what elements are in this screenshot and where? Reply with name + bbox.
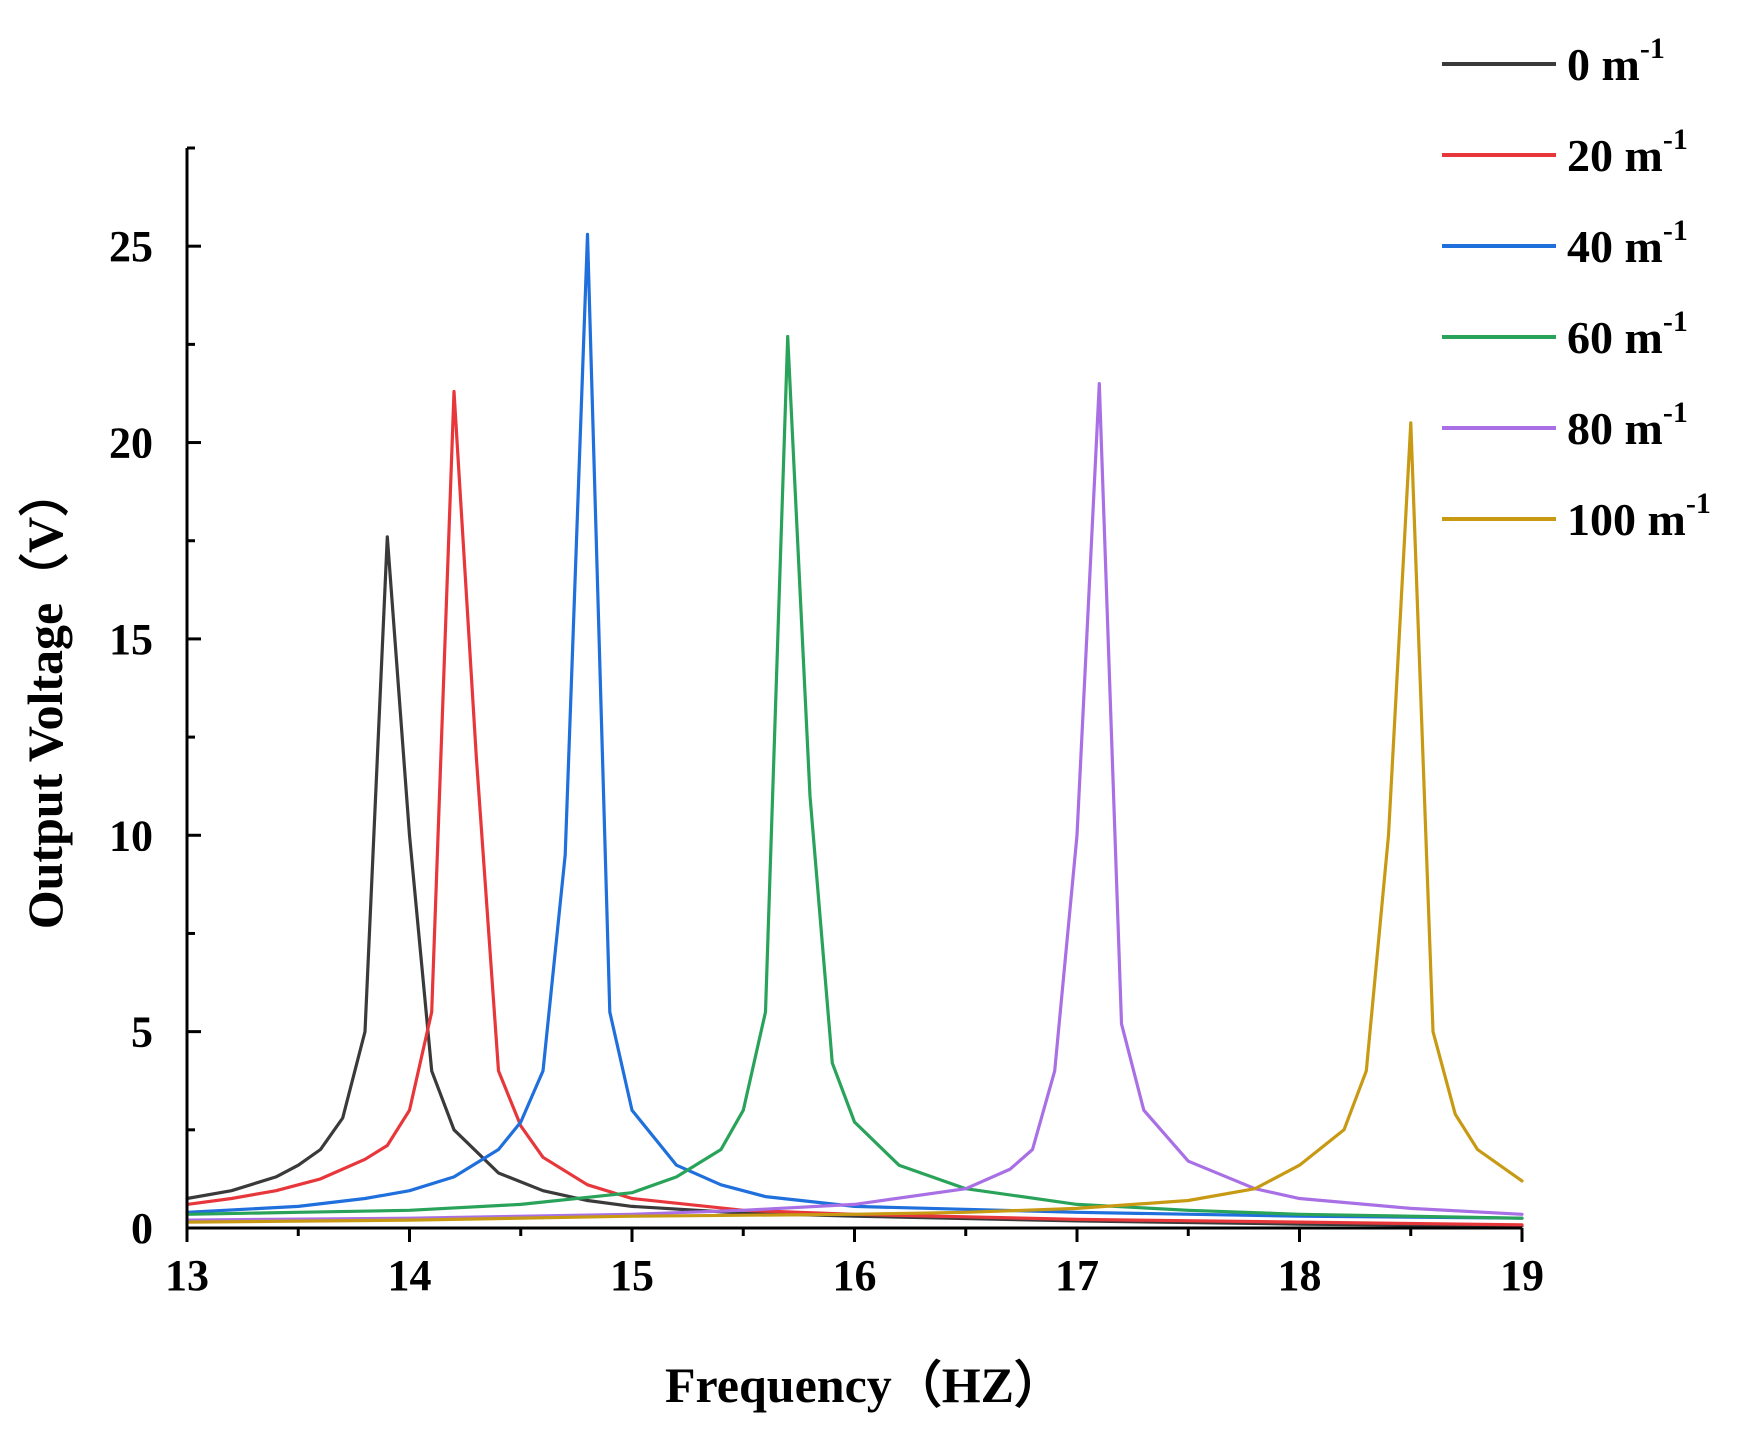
series-line-3 (185, 334, 1524, 1220)
y-tick-label: 10 (109, 811, 153, 860)
y-tick-label: 5 (131, 1008, 153, 1057)
legend-label-5: 100 m-1 (1567, 487, 1711, 545)
x-tick-label: 14 (388, 1251, 432, 1300)
x-tick-label: 16 (833, 1251, 877, 1300)
x-tick-label: 18 (1278, 1251, 1322, 1300)
series-line-4 (185, 382, 1524, 1222)
legend: 0 m-1 20 m-1 40 m-1 60 m-1 80 m-1 100 m-1 (1442, 32, 1711, 545)
legend-label-2: 40 m-1 (1567, 214, 1688, 272)
y-axis-title: Output Voltage（V） (17, 467, 73, 930)
x-tick-label: 13 (165, 1251, 209, 1300)
y-tick-label: 25 (109, 222, 153, 271)
series-line-2 (185, 232, 1524, 1220)
series-line-1 (185, 389, 1524, 1227)
y-tick-label: 15 (109, 615, 153, 664)
y-tick-label: 20 (109, 419, 153, 468)
legend-label-1: 20 m-1 (1567, 123, 1688, 181)
x-tick-label: 15 (610, 1251, 654, 1300)
y-tick-label: 0 (131, 1204, 153, 1253)
x-tick-label: 19 (1500, 1251, 1544, 1300)
x-axis-title: Frequency（HZ） (665, 1357, 1064, 1413)
axes: 13 14 15 16 17 18 19 0 5 10 15 20 25 (109, 146, 1544, 1300)
x-tick-label: 17 (1055, 1251, 1099, 1300)
series-layer (185, 232, 1524, 1228)
legend-label-3: 60 m-1 (1567, 305, 1688, 363)
series-line-5 (185, 421, 1524, 1224)
legend-label-0: 0 m-1 (1567, 32, 1665, 90)
legend-label-4: 80 m-1 (1567, 396, 1688, 454)
